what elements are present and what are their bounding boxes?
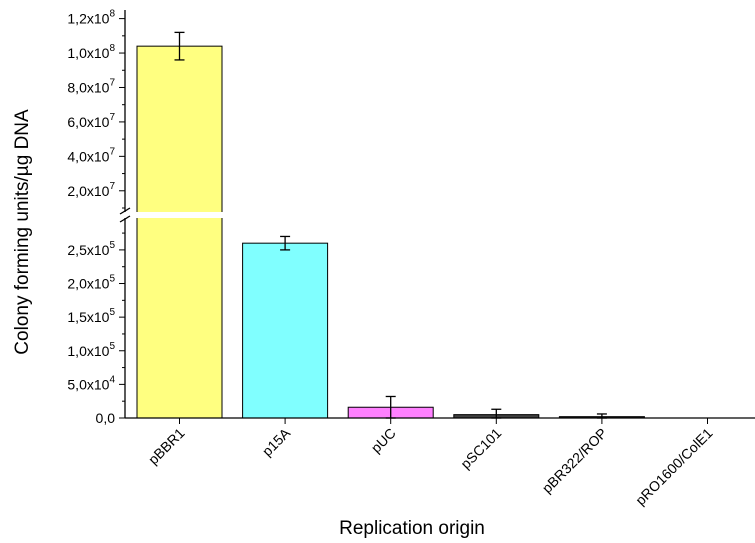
x-tick-label-0: pBBR1 (145, 425, 188, 468)
y-lower-tick-label-3: 1,5x105 (67, 307, 115, 325)
x-tick-label-2: pUC (368, 425, 399, 456)
x-tick-label-5: pRO1600/ColE1 (632, 425, 716, 509)
y-lower-tick-label-2: 1,0x105 (67, 341, 115, 359)
y-lower-tick-label-0: 0,0 (96, 410, 116, 426)
x-tick-label-3: pSC101 (457, 425, 504, 472)
axis-break-mark (119, 215, 131, 223)
y-upper-tick-label-3: 8,0x107 (67, 77, 115, 95)
bar-1 (242, 242, 329, 419)
y-upper-tick-label-0: 2,0x107 (67, 181, 115, 199)
y-upper-tick-label-1: 4,0x107 (67, 146, 115, 164)
axis-break-mark (119, 207, 131, 215)
x-tick-label-4: pBR322/ROP (539, 425, 610, 496)
x-axis-title: Replication origin (339, 518, 485, 539)
x-tick-label-1: p15A (259, 424, 294, 459)
bars-layer (136, 31, 645, 419)
bar-0 (136, 45, 223, 419)
y-lower-tick-label-1: 5,0x104 (67, 374, 115, 392)
y-lower-tick-label-4: 2,0x105 (67, 274, 115, 292)
y-upper-tick-label-2: 6,0x107 (67, 112, 115, 130)
y-upper-tick-label-5: 1,2x108 (67, 9, 115, 27)
y-upper-tick-label-4: 1,0x108 (67, 43, 115, 61)
y-lower-tick-label-5: 2,5x105 (67, 240, 115, 258)
axis-break-gap (119, 212, 239, 218)
y-axis-title: Colony forming units/µg DNA (12, 109, 33, 355)
